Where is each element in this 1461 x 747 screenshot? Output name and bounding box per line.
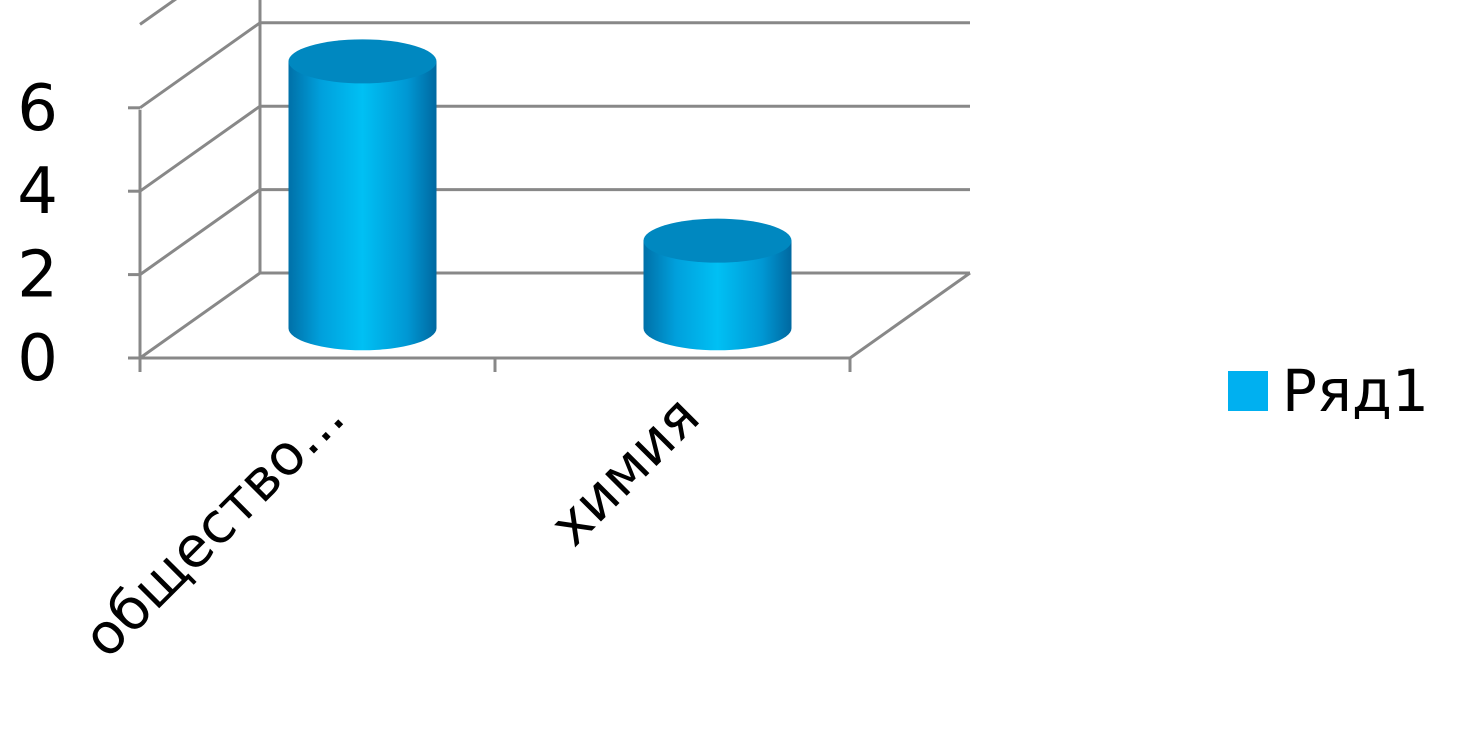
y-tick-label: 6 xyxy=(17,72,58,146)
bar-body xyxy=(288,61,437,351)
gridline-side xyxy=(139,21,261,110)
bars xyxy=(288,39,792,351)
bar-top xyxy=(643,218,792,263)
bar-top xyxy=(288,39,437,84)
legend: Ряд1 xyxy=(1228,362,1429,420)
gridline-side xyxy=(139,188,261,276)
floor-edge xyxy=(849,271,971,360)
x-tick-label: общество... xyxy=(71,384,357,670)
axes xyxy=(128,106,852,372)
legend-label: Ряд1 xyxy=(1282,357,1429,425)
gridline-side xyxy=(139,271,261,360)
y-tick-label: 0 xyxy=(17,322,58,396)
bar xyxy=(643,218,792,351)
y-tick-label: 4 xyxy=(17,155,58,229)
gridline-side xyxy=(139,0,178,26)
bar xyxy=(288,39,437,351)
gridline-side xyxy=(139,104,261,193)
legend-swatch xyxy=(1228,371,1268,411)
x-tick-label: химия xyxy=(538,384,713,559)
bar-body xyxy=(643,240,792,351)
y-tick-label: 2 xyxy=(17,239,58,313)
gridlines xyxy=(139,0,971,360)
